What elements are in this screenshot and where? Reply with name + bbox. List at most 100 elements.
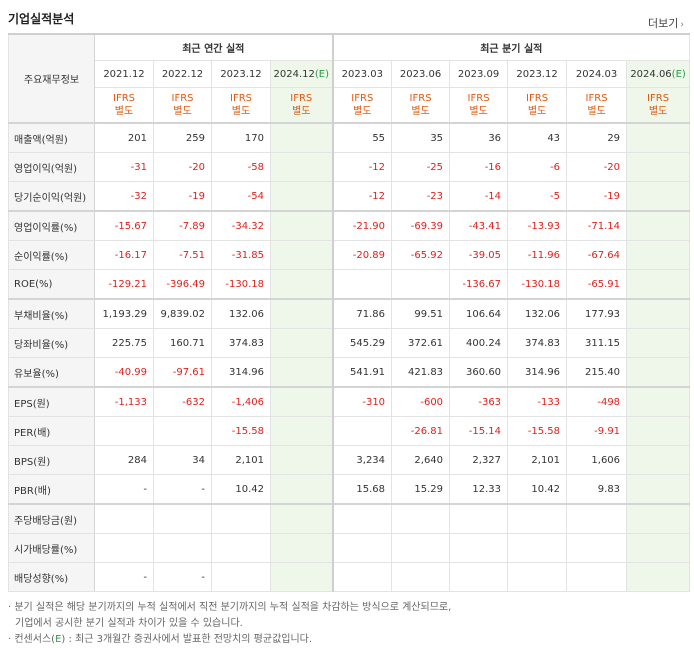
value-cell <box>507 503 568 534</box>
value-cell: 15.68 <box>331 474 393 505</box>
value-cell <box>626 269 691 300</box>
value-cell <box>626 533 691 563</box>
value-cell: -7.51 <box>153 240 212 270</box>
value-cell: 2,101 <box>211 445 271 475</box>
value-cell <box>507 533 568 563</box>
value-cell: -20.89 <box>331 240 393 270</box>
financial-table: 주요재무정보 최근 연간 실적 최근 분기 실적 2021.12 2022.12 2… <box>8 33 691 592</box>
value-cell: 1,193.29 <box>94 298 154 329</box>
value-cell <box>269 445 334 475</box>
ifrs-label: IFRS 별도 <box>566 87 628 124</box>
value-cell: -31.85 <box>211 240 271 270</box>
value-cell: -65.92 <box>391 240 451 270</box>
value-cell: 372.61 <box>391 328 451 358</box>
period-header: 2023.12 <box>211 60 271 88</box>
value-cell <box>331 533 393 563</box>
value-cell: -54 <box>211 181 271 212</box>
row-label: 당기순이익(억원) <box>8 181 95 212</box>
period-header: 2023.09 <box>449 60 509 88</box>
value-cell <box>449 562 509 592</box>
value-cell: 259 <box>153 122 212 153</box>
footnote-2: · 컨센서스(E) : 최근 3개월간 증권사에서 발표한 전망치의 평균값입니… <box>8 632 451 648</box>
value-cell: -11.96 <box>507 240 568 270</box>
value-cell: -1,133 <box>94 386 154 417</box>
ifrs-standard: IFRS <box>113 93 135 104</box>
estimate-marker: (E) <box>314 68 330 80</box>
value-cell: 374.83 <box>507 328 568 358</box>
row-header-label: 주요재무정보 <box>8 33 95 124</box>
value-cell <box>269 328 334 358</box>
value-cell: 43 <box>507 122 568 153</box>
row-label: 부채비율(%) <box>8 298 95 329</box>
value-cell: -71.14 <box>566 210 628 241</box>
ifrs-standard: IFRS <box>467 93 490 104</box>
ifrs-basis: 별도 <box>587 106 606 117</box>
value-cell: -632 <box>153 386 212 417</box>
value-cell <box>391 269 451 300</box>
value-cell <box>331 416 393 446</box>
table-row: 당좌비율(%) 225.75 160.71 374.83 545.29 372.61 400… <box>8 328 691 358</box>
period-header: 2021.12 <box>94 60 154 88</box>
value-cell: -19 <box>566 181 628 212</box>
ifrs-basis: 별도 <box>648 106 668 117</box>
ifrs-standard: IFRS <box>526 93 549 104</box>
value-cell: -15.67 <box>94 210 154 241</box>
value-cell <box>331 503 393 534</box>
row-label: 당좌비율(%) <box>8 328 95 358</box>
value-cell: -25 <box>391 152 451 182</box>
value-cell <box>391 533 451 563</box>
value-cell: 374.83 <box>211 328 271 358</box>
value-cell <box>566 562 628 592</box>
value-cell <box>269 416 334 446</box>
value-cell: -136.67 <box>449 269 509 300</box>
value-cell <box>391 503 451 534</box>
more-label[interactable]: 더보기 <box>648 17 679 30</box>
value-cell: 71.86 <box>331 298 393 329</box>
value-cell <box>269 152 334 182</box>
value-cell: 3,234 <box>331 445 393 475</box>
value-cell <box>626 357 691 388</box>
value-cell <box>269 474 334 505</box>
period-label: 2024.12 <box>273 68 315 80</box>
row-label: 유보율(%) <box>8 357 95 388</box>
value-cell <box>331 269 393 300</box>
ifrs-label: IFRS 별도 <box>449 87 509 124</box>
value-cell <box>269 298 334 329</box>
ifrs-standard: IFRS <box>290 93 313 104</box>
value-cell: -32 <box>94 181 154 212</box>
value-cell: -43.41 <box>449 210 509 241</box>
value-cell <box>269 122 334 153</box>
ifrs-label: IFRS 별도 <box>626 87 691 124</box>
value-cell: -15.58 <box>211 416 271 446</box>
value-cell: 29 <box>566 122 628 153</box>
more-link[interactable]: 더보기 › <box>648 15 684 31</box>
value-cell: -19 <box>153 181 212 212</box>
value-cell <box>269 386 334 417</box>
value-cell <box>94 533 154 563</box>
period-label: 2022.12 <box>161 68 204 80</box>
value-cell <box>626 152 691 182</box>
table-row: 주당배당금(원) <box>8 503 691 534</box>
table-row: 부채비율(%) 1,193.29 9,839.02 132.06 71.86 99.51 1… <box>8 298 691 329</box>
value-cell: -20 <box>153 152 212 182</box>
table-row: BPS(원) 284 34 2,101 3,234 2,640 2,327 2,101 1,60… <box>8 445 691 475</box>
table-row: 배당성향(%) - - <box>8 562 691 592</box>
value-cell: -39.05 <box>449 240 509 270</box>
value-cell: 545.29 <box>331 328 393 358</box>
ifrs-label: IFRS 별도 <box>94 87 154 124</box>
ifrs-basis: 별도 <box>353 106 372 117</box>
value-cell: 132.06 <box>211 298 271 329</box>
value-cell: 421.83 <box>391 357 451 388</box>
value-cell: -40.99 <box>94 357 154 388</box>
ifrs-basis: 별도 <box>114 106 134 117</box>
value-cell <box>449 503 509 534</box>
footnote-2-text: ) : 최근 3개월간 증권사에서 발표한 전망치의 평균값입니다. <box>61 634 313 645</box>
ifrs-standard: IFRS <box>351 93 374 104</box>
period-header: 2023.03 <box>331 60 393 88</box>
value-cell: 2,640 <box>391 445 451 475</box>
value-cell: 284 <box>94 445 154 475</box>
value-cell: 314.96 <box>507 357 568 388</box>
row-label: PER(배) <box>8 416 95 446</box>
value-cell: -7.89 <box>153 210 212 241</box>
value-cell <box>626 240 691 270</box>
